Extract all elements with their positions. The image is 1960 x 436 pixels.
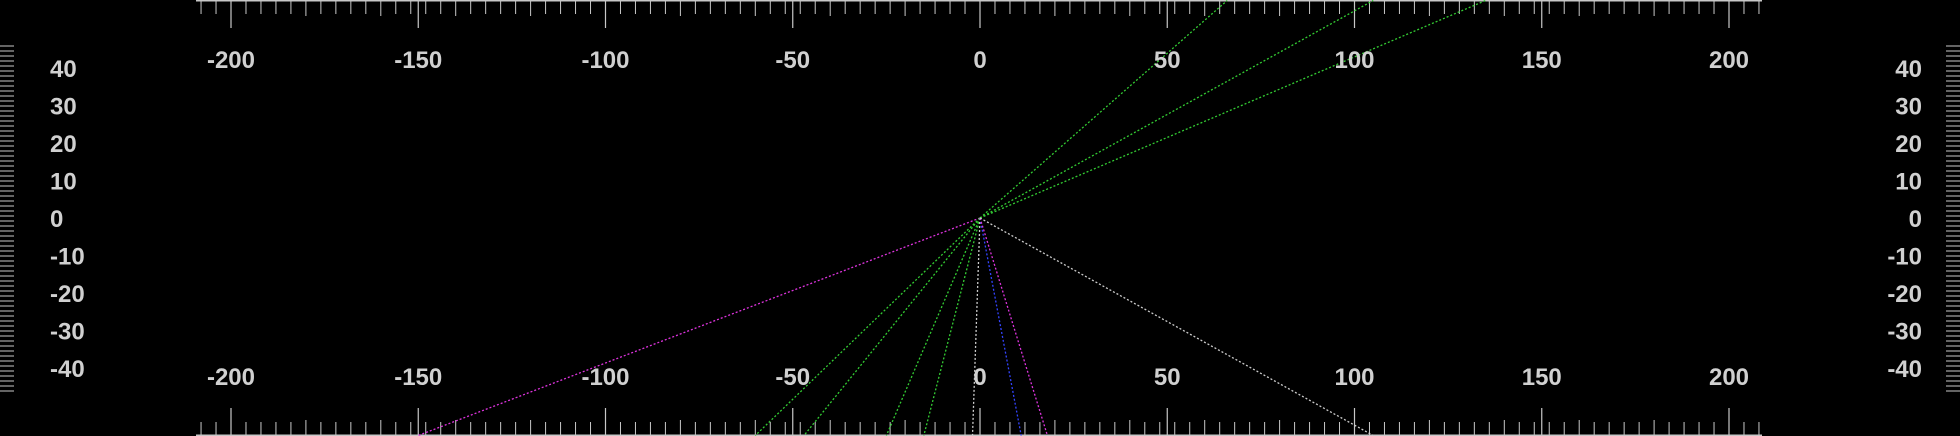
top-x-tick-label: -50	[775, 47, 810, 74]
bottom-x-tick-label: 200	[1709, 364, 1749, 391]
left-y-tick-label: -20	[50, 281, 85, 308]
right-y-tick-label: 20	[1895, 131, 1922, 158]
ray-magenta	[979, 217, 1049, 436]
right-y-tick-label: 40	[1895, 56, 1922, 83]
bottom-x-tick-label: -200	[207, 364, 255, 391]
ray-white	[979, 217, 1374, 436]
left-y-tick-label: 30	[50, 94, 77, 121]
top-x-tick-label: 50	[1154, 47, 1181, 74]
left-y-tick-label: 10	[50, 169, 77, 196]
left-y-tick-label: -30	[50, 319, 85, 346]
right-y-tick-label: -40	[1887, 356, 1922, 383]
right-y-tick-label: -30	[1887, 319, 1922, 346]
ray-green	[885, 217, 981, 436]
top-x-tick-label: -150	[394, 47, 442, 74]
bottom-x-tick-label: 0	[973, 364, 986, 391]
left-y-tick-label: -10	[50, 244, 85, 271]
bottom-x-tick-label: 150	[1522, 364, 1562, 391]
left-y-tick-label: 20	[50, 131, 77, 158]
ray-green	[923, 217, 981, 436]
right-y-tick-label: 10	[1895, 169, 1922, 196]
ray-blue	[979, 217, 1022, 436]
ray-green	[979, 0, 1374, 219]
top-x-scale-labels: -200 -150 -100 -50 0 50 100 150 200	[207, 47, 1749, 74]
left-ruler	[0, 45, 14, 392]
left-y-tick-label: 40	[50, 56, 77, 83]
ray-green	[754, 217, 981, 436]
top-x-tick-label: 150	[1522, 47, 1562, 74]
bottom-x-tick-label: -150	[394, 364, 442, 391]
bottom-x-tick-label: -50	[775, 364, 810, 391]
top-x-tick-label: 100	[1334, 47, 1374, 74]
right-y-scale-labels: 40 30 20 10 0 -10 -20 -30 -40	[1887, 56, 1922, 383]
bottom-ruler	[196, 408, 1762, 436]
ray-magenta	[418, 217, 981, 436]
bottom-x-scale-labels: -200 -150 -100 -50 0 50 100 150 200	[207, 364, 1749, 391]
top-x-tick-label: 0	[973, 47, 986, 74]
left-y-tick-label: -40	[50, 356, 85, 383]
right-y-tick-label: -10	[1887, 244, 1922, 271]
left-y-tick-label: 0	[50, 206, 63, 233]
ray-green	[803, 217, 981, 436]
right-y-tick-label: 0	[1909, 206, 1922, 233]
bottom-x-tick-label: -100	[581, 364, 629, 391]
left-y-scale-labels: 40 30 20 10 0 -10 -20 -30 -40	[50, 56, 85, 383]
ray-white	[971, 217, 981, 436]
top-x-tick-label: 200	[1709, 47, 1749, 74]
right-y-tick-label: -20	[1887, 281, 1922, 308]
ray-green	[979, 0, 1228, 219]
top-x-tick-label: -200	[207, 47, 255, 74]
bottom-x-tick-label: 100	[1334, 364, 1374, 391]
top-ruler	[196, 0, 1762, 28]
right-ruler	[1946, 45, 1960, 392]
ray-group	[418, 0, 1486, 436]
top-x-tick-label: -100	[581, 47, 629, 74]
bottom-x-tick-label: 50	[1154, 364, 1181, 391]
right-y-tick-label: 30	[1895, 94, 1922, 121]
